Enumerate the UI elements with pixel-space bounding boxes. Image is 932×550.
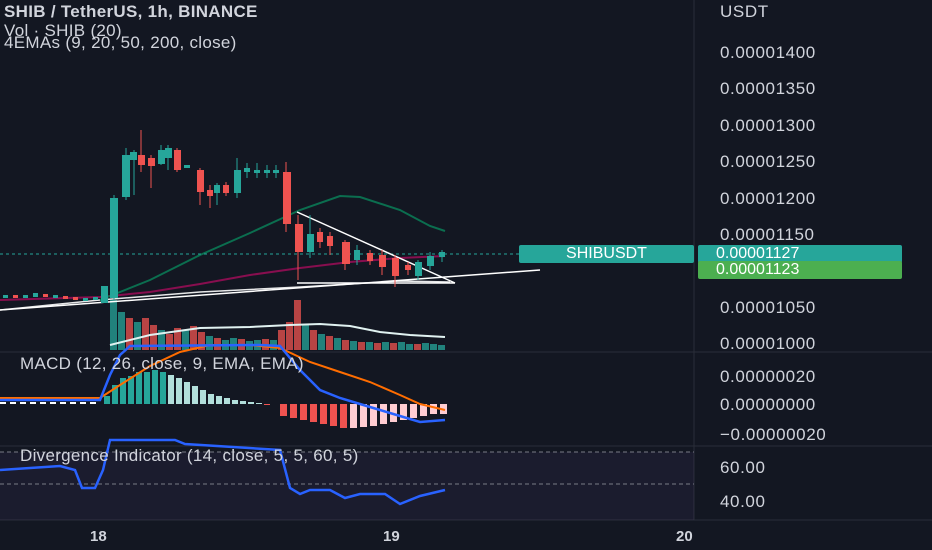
ema-legend[interactable]: 4EMAs (9, 20, 50, 200, close) (4, 33, 237, 52)
last-price-tag: 0.00001127 (698, 245, 902, 263)
price-axis-label: 0.00001150 (720, 225, 815, 244)
volume-legend[interactable]: Vol · SHIB (20) (4, 21, 122, 40)
price-axis-label: 0.00001250 (720, 152, 816, 171)
symbol-price-tag: SHIBUSDT (519, 245, 694, 263)
price-axis-label: 0.00001200 (720, 189, 816, 208)
ema-20-line (99, 194, 446, 301)
time-axis-label: 20 (676, 528, 693, 545)
time-axis-label: 19 (383, 528, 400, 545)
macd-legend[interactable]: MACD (12, 26, close, 9, EMA, EMA) (20, 354, 304, 373)
macd-axis-label: −0.00000020 (720, 425, 827, 444)
divergence-legend[interactable]: Divergence Indicator (14, close, 5, 5, 6… (20, 446, 359, 465)
chart-legend-title[interactable]: SHIB / TetherUS, 1h, BINANCE (4, 2, 258, 21)
time-axis-label: 18 (90, 528, 107, 545)
ema-200-line (0, 280, 451, 311)
divergence-axis-label: 60.00 (720, 458, 766, 477)
volume-ma-line (109, 322, 446, 346)
macd-histogram (0, 370, 447, 428)
macd-axis-label: 0.00000020 (720, 367, 816, 386)
divergence-axis-label: 40.00 (720, 492, 766, 511)
price-axis-label: 0.00001050 (720, 298, 816, 317)
price-axis-label: 0.00001300 (720, 116, 816, 135)
candles (3, 130, 445, 303)
price-axis-currency: USDT (720, 2, 769, 21)
second-price-tag: 0.00001123 (698, 261, 902, 279)
macd-line (0, 343, 446, 424)
divergence-band (0, 452, 694, 520)
price-axis-label: 0.00001000 (720, 334, 816, 353)
price-axis-label: 0.00001350 (720, 79, 816, 98)
macd-axis-label: 0.00000000 (720, 395, 816, 414)
trendline-upper (296, 211, 456, 284)
trendline-rising (0, 269, 541, 311)
price-axis-label: 0.00001400 (720, 43, 816, 62)
divergence-line (0, 438, 446, 506)
